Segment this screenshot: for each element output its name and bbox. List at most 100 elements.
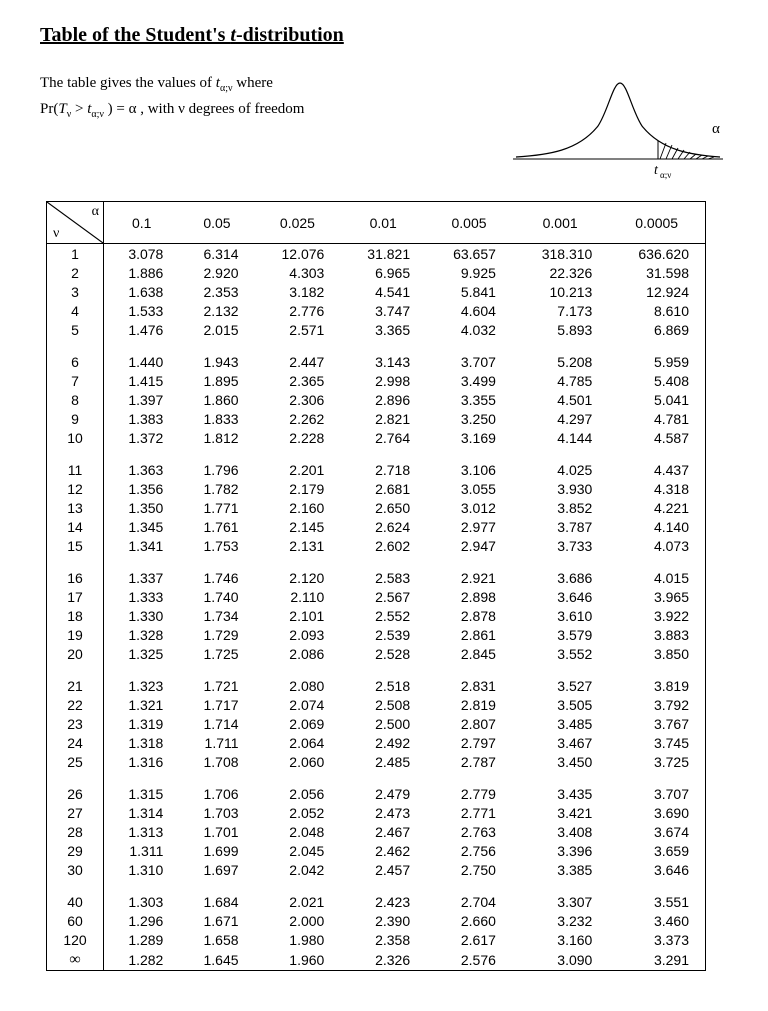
- diagram-t-sub: α;ν: [660, 170, 671, 180]
- value-cell: 2.920: [179, 263, 254, 282]
- value-cell: 2.326: [340, 949, 426, 971]
- df-cell: 26: [47, 784, 104, 803]
- table-row: 191.3281.7292.0932.5392.8613.5793.883: [47, 625, 706, 644]
- table-body: 13.0786.31412.07631.82163.657318.310636.…: [47, 244, 706, 971]
- value-cell: 2.617: [426, 930, 512, 949]
- value-cell: 4.015: [608, 568, 705, 587]
- value-cell: 2.845: [426, 644, 512, 663]
- table-row: 281.3131.7012.0482.4672.7633.4083.674: [47, 822, 706, 841]
- value-cell: 1.345: [104, 517, 180, 536]
- title-suffix: -distribution: [236, 24, 344, 46]
- value-cell: 2.462: [340, 841, 426, 860]
- value-cell: 2.042: [255, 860, 341, 879]
- table-row: 151.3411.7532.1312.6022.9473.7334.073: [47, 536, 706, 555]
- value-cell: 2.552: [340, 606, 426, 625]
- value-cell: 1.708: [179, 752, 254, 771]
- value-cell: 1.740: [179, 587, 254, 606]
- value-cell: 2.390: [340, 911, 426, 930]
- table-row: 31.6382.3533.1824.5415.84110.21312.924: [47, 282, 706, 301]
- value-cell: 3.852: [512, 498, 608, 517]
- value-cell: 9.925: [426, 263, 512, 282]
- df-cell: 7: [47, 371, 104, 390]
- value-cell: 2.878: [426, 606, 512, 625]
- value-cell: 1.440: [104, 352, 180, 371]
- value-cell: 2.479: [340, 784, 426, 803]
- value-cell: 3.090: [512, 949, 608, 971]
- table-row: 601.2961.6712.0002.3902.6603.2323.460: [47, 911, 706, 930]
- value-cell: 1.753: [179, 536, 254, 555]
- value-cell: 2.358: [340, 930, 426, 949]
- value-cell: 2.353: [179, 282, 254, 301]
- value-cell: 2.567: [340, 587, 426, 606]
- value-cell: 4.437: [608, 460, 705, 479]
- value-cell: 2.064: [255, 733, 341, 752]
- value-cell: 2.365: [255, 371, 341, 390]
- column-header-alpha: 0.005: [426, 202, 512, 244]
- sym-t-sub: α;ν: [220, 83, 233, 94]
- value-cell: 1.703: [179, 803, 254, 822]
- value-cell: 1.363: [104, 460, 180, 479]
- df-cell: 11: [47, 460, 104, 479]
- value-cell: 4.140: [608, 517, 705, 536]
- df-cell: 120: [47, 930, 104, 949]
- value-cell: 4.541: [340, 282, 426, 301]
- value-cell: 1.886: [104, 263, 180, 282]
- value-cell: 5.408: [608, 371, 705, 390]
- value-cell: 1.314: [104, 803, 180, 822]
- value-cell: 3.373: [608, 930, 705, 949]
- table-row: 221.3211.7172.0742.5082.8193.5053.792: [47, 695, 706, 714]
- value-cell: 1.311: [104, 841, 180, 860]
- value-cell: 3.819: [608, 676, 705, 695]
- df-cell: 16: [47, 568, 104, 587]
- df-cell: 18: [47, 606, 104, 625]
- df-cell: 22: [47, 695, 104, 714]
- value-cell: 3.883: [608, 625, 705, 644]
- value-cell: 2.179: [255, 479, 341, 498]
- value-cell: 1.782: [179, 479, 254, 498]
- alpha-symbol: α: [92, 204, 99, 220]
- value-cell: 3.291: [608, 949, 705, 971]
- value-cell: 3.499: [426, 371, 512, 390]
- value-cell: 2.998: [340, 371, 426, 390]
- value-cell: 1.943: [179, 352, 254, 371]
- df-cell: 3: [47, 282, 104, 301]
- df-cell: 24: [47, 733, 104, 752]
- value-cell: 3.355: [426, 390, 512, 409]
- value-cell: 3.408: [512, 822, 608, 841]
- value-cell: 2.145: [255, 517, 341, 536]
- value-cell: 1.325: [104, 644, 180, 663]
- value-cell: 3.160: [512, 930, 608, 949]
- value-cell: 22.326: [512, 263, 608, 282]
- value-cell: 1.701: [179, 822, 254, 841]
- value-cell: 2.060: [255, 752, 341, 771]
- value-cell: 2.660: [426, 911, 512, 930]
- value-cell: 3.922: [608, 606, 705, 625]
- value-cell: 2.110: [255, 587, 341, 606]
- table-row: 61.4401.9432.4473.1433.7075.2085.959: [47, 352, 706, 371]
- value-cell: 1.771: [179, 498, 254, 517]
- value-cell: 3.307: [512, 892, 608, 911]
- value-cell: 1.638: [104, 282, 180, 301]
- table-row: 71.4151.8952.3652.9983.4994.7855.408: [47, 371, 706, 390]
- value-cell: 1.383: [104, 409, 180, 428]
- column-header-alpha: 0.1: [104, 202, 180, 244]
- value-cell: 2.898: [426, 587, 512, 606]
- value-cell: 3.250: [426, 409, 512, 428]
- column-header-alpha: 0.05: [179, 202, 254, 244]
- value-cell: 4.221: [608, 498, 705, 517]
- value-cell: 3.365: [340, 320, 426, 339]
- value-cell: 5.041: [608, 390, 705, 409]
- value-cell: 2.518: [340, 676, 426, 695]
- value-cell: 1.833: [179, 409, 254, 428]
- value-cell: 2.764: [340, 428, 426, 447]
- value-cell: 3.733: [512, 536, 608, 555]
- value-cell: 2.776: [255, 301, 341, 320]
- value-cell: 31.598: [608, 263, 705, 282]
- value-cell: 2.681: [340, 479, 426, 498]
- value-cell: 2.447: [255, 352, 341, 371]
- value-cell: 1.711: [179, 733, 254, 752]
- value-cell: 2.539: [340, 625, 426, 644]
- value-cell: 31.821: [340, 244, 426, 264]
- value-cell: 1.328: [104, 625, 180, 644]
- value-cell: 1.350: [104, 498, 180, 517]
